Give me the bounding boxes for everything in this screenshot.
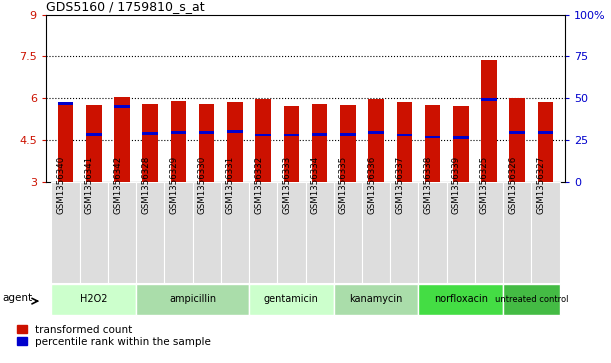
- FancyBboxPatch shape: [475, 182, 503, 283]
- Bar: [86, 105, 101, 182]
- Text: GSM1356339: GSM1356339: [452, 155, 461, 213]
- FancyBboxPatch shape: [164, 182, 192, 283]
- Bar: [368, 131, 384, 134]
- Bar: [142, 103, 158, 182]
- Text: GSM1356326: GSM1356326: [508, 155, 517, 214]
- Text: GSM1356325: GSM1356325: [480, 155, 489, 214]
- FancyBboxPatch shape: [108, 182, 136, 283]
- Text: GDS5160 / 1759810_s_at: GDS5160 / 1759810_s_at: [46, 0, 205, 13]
- Bar: [481, 98, 497, 101]
- FancyBboxPatch shape: [334, 284, 419, 315]
- FancyBboxPatch shape: [447, 182, 475, 283]
- Text: H2O2: H2O2: [80, 294, 108, 305]
- Bar: [397, 134, 412, 136]
- Bar: [340, 133, 356, 135]
- Bar: [538, 131, 553, 134]
- Text: GSM1356332: GSM1356332: [254, 155, 263, 214]
- FancyBboxPatch shape: [249, 182, 277, 283]
- Bar: [284, 106, 299, 182]
- Bar: [170, 101, 186, 182]
- FancyBboxPatch shape: [532, 182, 560, 283]
- Bar: [58, 102, 73, 182]
- Bar: [453, 136, 469, 139]
- Bar: [227, 130, 243, 133]
- Bar: [114, 97, 130, 182]
- Text: GSM1356328: GSM1356328: [141, 155, 150, 214]
- Text: GSM1356336: GSM1356336: [367, 155, 376, 214]
- FancyBboxPatch shape: [419, 182, 447, 283]
- Text: GSM1356331: GSM1356331: [226, 155, 235, 214]
- FancyBboxPatch shape: [51, 182, 79, 283]
- Bar: [425, 136, 441, 138]
- Text: GSM1356338: GSM1356338: [423, 155, 433, 214]
- Text: agent: agent: [2, 293, 32, 303]
- Text: GSM1356330: GSM1356330: [198, 155, 207, 214]
- Bar: [538, 102, 553, 182]
- Text: GSM1356334: GSM1356334: [310, 155, 320, 214]
- FancyBboxPatch shape: [221, 182, 249, 283]
- Text: ampicillin: ampicillin: [169, 294, 216, 305]
- Bar: [510, 131, 525, 134]
- Bar: [142, 132, 158, 135]
- Bar: [114, 105, 130, 108]
- Text: GSM1356327: GSM1356327: [536, 155, 546, 214]
- FancyBboxPatch shape: [277, 182, 306, 283]
- FancyBboxPatch shape: [136, 284, 249, 315]
- FancyBboxPatch shape: [503, 182, 532, 283]
- Bar: [368, 99, 384, 182]
- FancyBboxPatch shape: [503, 284, 560, 315]
- Text: gentamicin: gentamicin: [264, 294, 319, 305]
- Text: kanamycin: kanamycin: [349, 294, 403, 305]
- Text: norfloxacin: norfloxacin: [434, 294, 488, 305]
- FancyBboxPatch shape: [51, 284, 136, 315]
- Bar: [170, 131, 186, 134]
- Bar: [199, 103, 214, 182]
- FancyBboxPatch shape: [306, 182, 334, 283]
- FancyBboxPatch shape: [136, 182, 164, 283]
- Text: GSM1356335: GSM1356335: [339, 155, 348, 214]
- FancyBboxPatch shape: [390, 182, 419, 283]
- Text: GSM1356337: GSM1356337: [395, 155, 404, 214]
- FancyBboxPatch shape: [79, 182, 108, 283]
- Bar: [86, 133, 101, 135]
- Bar: [397, 102, 412, 182]
- Text: GSM1356333: GSM1356333: [282, 155, 291, 214]
- Text: GSM1356340: GSM1356340: [57, 155, 65, 214]
- FancyBboxPatch shape: [249, 284, 334, 315]
- Bar: [255, 134, 271, 136]
- FancyBboxPatch shape: [362, 182, 390, 283]
- Bar: [284, 134, 299, 136]
- Bar: [510, 98, 525, 182]
- Bar: [340, 105, 356, 182]
- Bar: [312, 133, 327, 135]
- Text: GSM1356342: GSM1356342: [113, 155, 122, 214]
- Bar: [255, 99, 271, 182]
- Bar: [312, 104, 327, 182]
- Bar: [58, 102, 73, 105]
- FancyBboxPatch shape: [334, 182, 362, 283]
- Bar: [227, 102, 243, 182]
- FancyBboxPatch shape: [192, 182, 221, 283]
- Bar: [199, 131, 214, 134]
- Legend: transformed count, percentile rank within the sample: transformed count, percentile rank withi…: [18, 325, 211, 347]
- Bar: [425, 105, 441, 182]
- Text: GSM1356341: GSM1356341: [85, 155, 94, 214]
- Bar: [481, 61, 497, 182]
- Text: GSM1356329: GSM1356329: [169, 155, 178, 213]
- Text: untreated control: untreated control: [494, 295, 568, 304]
- FancyBboxPatch shape: [419, 284, 503, 315]
- Bar: [453, 106, 469, 182]
